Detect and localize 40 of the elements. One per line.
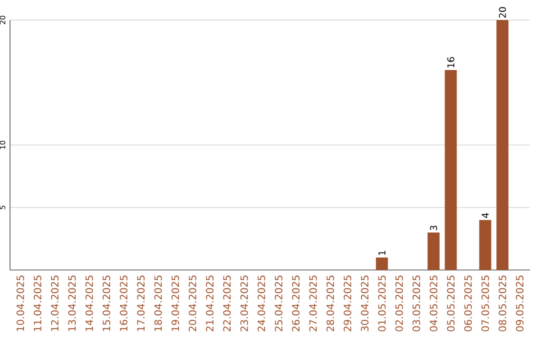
x-tick-label: 25.04.2025 <box>274 276 282 332</box>
x-tick-label: 15.04.2025 <box>102 276 110 331</box>
x-tick-label: 27.04.2025 <box>309 276 317 332</box>
x-tick-label: 08.05.2025 <box>498 276 506 332</box>
x-tick-label: 24.04.2025 <box>258 276 266 332</box>
x-tick-label: 23.04.2025 <box>240 276 248 332</box>
x-tick-label: 04.05.2025 <box>430 276 438 332</box>
x-tick-label: 05.05.2025 <box>447 276 455 332</box>
x-tick-label: 26.04.2025 <box>292 276 300 332</box>
bar <box>444 70 457 270</box>
x-tick-label: 06.05.2025 <box>464 276 472 332</box>
bar <box>479 220 492 270</box>
data-label: 1 <box>378 250 386 255</box>
x-tick-label: 28.04.2025 <box>326 276 334 332</box>
x-tick-label: 03.05.2025 <box>412 276 420 332</box>
x-tick-label: 09.05.2025 <box>516 276 524 332</box>
x-tick-label: 13.04.2025 <box>68 276 76 331</box>
x-tick-label: 14.04.2025 <box>85 276 93 331</box>
x-tick-label: 12.04.2025 <box>50 276 59 331</box>
x-tick-label: 17.04.2025 <box>137 276 145 331</box>
x-tick-label: 18.04.2025 <box>154 276 162 331</box>
x-tick-label: 16.04.2025 <box>120 276 128 331</box>
x-tick-label: 07.05.2025 <box>481 276 490 332</box>
x-tick-label: 10.04.2025 <box>16 276 24 331</box>
data-label: 20 <box>498 7 506 18</box>
data-label: 4 <box>482 212 489 218</box>
x-tick-label: 21.04.2025 <box>206 276 214 332</box>
x-tick-label: 30.04.2025 <box>360 276 368 332</box>
x-tick-label: 01.05.2025 <box>378 276 386 332</box>
x-tick-label: 20.04.2025 <box>188 276 196 332</box>
x-tick-label: 22.04.2025 <box>223 276 231 332</box>
x-tick-label: 11.04.2025 <box>34 276 42 331</box>
bar <box>376 258 388 270</box>
bar <box>428 232 440 270</box>
data-label: 3 <box>430 226 438 230</box>
x-tick-label: 02.05.2025 <box>395 276 403 332</box>
bar <box>496 20 508 270</box>
x-tick-label: 19.04.2025 <box>172 276 180 331</box>
x-tick-label: 29.04.2025 <box>344 276 352 332</box>
data-label: 16 <box>447 57 454 68</box>
